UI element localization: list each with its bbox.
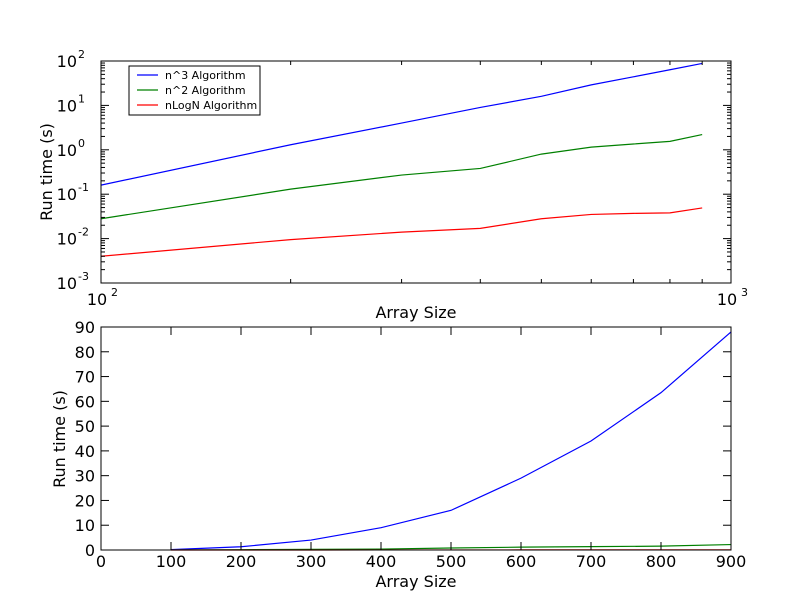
- linear-chart: 0 100 200 300 400 500 600 700 800 900010203040506…: [50, 318, 746, 591]
- linear-x-tick-label: 200: [226, 552, 257, 571]
- loglog-y-tick-exponent: -1: [78, 181, 89, 194]
- linear-y-tick-label: 70: [75, 368, 95, 387]
- loglog-y-tick-exponent: 1: [78, 92, 85, 105]
- loglog-series-n-2-algorithm: [100, 134, 703, 220]
- linear-y-tick-label: 30: [75, 467, 95, 486]
- linear-x-tick-label: 300: [296, 552, 327, 571]
- linear-plot-frame: [100, 326, 732, 551]
- linear-x-axis-label: Array Size: [375, 572, 456, 591]
- loglog-y-tick-label: 10: [57, 185, 77, 204]
- legend-label-nlogn: nLogN Algorithm: [165, 99, 257, 112]
- linear-x-tick-label: 600: [506, 552, 537, 571]
- loglog-y-tick-label: 10: [57, 230, 77, 249]
- legend-label-n2: n^2 Algorithm: [165, 84, 246, 97]
- linear-x-tick-label: 0: [96, 552, 106, 571]
- legend: n^3 Algorithm n^2 Algorithm nLogN Algori…: [128, 65, 261, 116]
- linear-x-tick-label: 900: [716, 552, 747, 571]
- loglog-chart: 10 2 10 310 -310 -210 -110 010 110 2 Array Size R…: [37, 48, 748, 322]
- loglog-y-tick-label: 10: [57, 274, 77, 293]
- linear-y-tick-label: 90: [75, 318, 95, 337]
- linear-x-tick-label: 800: [646, 552, 677, 571]
- loglog-x-tick-exponent: 2: [111, 286, 118, 299]
- loglog-y-tick-exponent: -3: [78, 270, 89, 283]
- loglog-y-axis-label: Run time (s): [37, 123, 56, 221]
- linear-series-n3: [170, 331, 732, 551]
- loglog-x-tick-label: 10: [717, 290, 737, 309]
- linear-y-tick-label: 20: [75, 491, 95, 510]
- loglog-y-tick-label: 10: [57, 96, 77, 115]
- linear-y-tick-label: 40: [75, 442, 95, 461]
- loglog-x-tick-exponent: 3: [741, 286, 748, 299]
- linear-y-tick-label: 10: [75, 516, 95, 535]
- linear-x-tick-label: 500: [436, 552, 467, 571]
- linear-y-tick-label: 50: [75, 417, 95, 436]
- loglog-series-group: [100, 62, 703, 257]
- loglog-series-n-3-algorithm: [100, 62, 703, 186]
- linear-ticks: 0 100 200 300 400 500 600 700 800 900010203040506…: [75, 318, 747, 571]
- legend-label-n3: n^3 Algorithm: [165, 69, 246, 82]
- loglog-x-tick-label: 10: [87, 290, 107, 309]
- linear-x-tick-label: 400: [366, 552, 397, 571]
- loglog-ticks: 10 2 10 310 -310 -210 -110 010 110 2: [57, 48, 748, 309]
- loglog-y-tick-exponent: 2: [78, 48, 85, 61]
- loglog-y-tick-label: 10: [57, 52, 77, 71]
- loglog-plot-frame: [100, 60, 732, 284]
- linear-y-tick-label: 0: [85, 541, 95, 560]
- linear-y-tick-label: 60: [75, 392, 95, 411]
- linear-y-axis-label: Run time (s): [50, 390, 69, 488]
- loglog-x-axis-label: Array Size: [375, 303, 456, 322]
- linear-y-tick-label: 80: [75, 343, 95, 362]
- loglog-series-nlogn-algorithm: [100, 207, 703, 257]
- linear-x-tick-label: 100: [156, 552, 187, 571]
- loglog-y-tick-exponent: -2: [78, 226, 89, 239]
- linear-x-tick-label: 700: [576, 552, 607, 571]
- loglog-y-tick-exponent: 0: [78, 137, 85, 150]
- loglog-y-tick-label: 10: [57, 141, 77, 160]
